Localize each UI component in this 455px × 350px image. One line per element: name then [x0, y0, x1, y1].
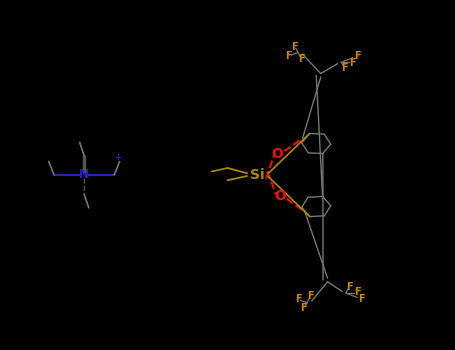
Text: +: + [115, 153, 121, 162]
Text: F: F [342, 63, 348, 73]
Text: F: F [354, 51, 360, 61]
Text: O: O [272, 147, 283, 161]
Text: O: O [274, 189, 286, 203]
Text: Si: Si [250, 168, 264, 182]
Text: N: N [79, 168, 89, 182]
Text: F: F [308, 291, 314, 301]
Text: F: F [346, 282, 353, 292]
Text: F: F [300, 303, 307, 313]
Text: F: F [298, 55, 305, 64]
Text: F: F [354, 287, 360, 297]
Text: F: F [291, 42, 298, 51]
Text: F: F [295, 294, 301, 304]
Text: F: F [359, 294, 365, 304]
Text: F: F [286, 51, 292, 61]
Text: F: F [349, 58, 356, 68]
